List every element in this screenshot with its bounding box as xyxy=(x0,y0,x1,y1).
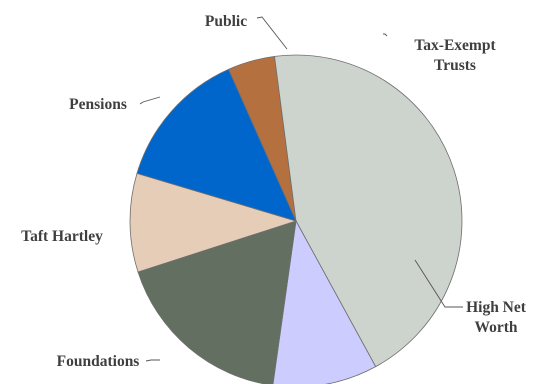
pie-slice-taft-hartley xyxy=(137,220,297,384)
pie-slice-high-net-worth xyxy=(274,54,463,368)
slice-label-high-net-worth: High Net Worth xyxy=(466,299,527,336)
leader-line-pensions xyxy=(139,96,161,105)
slice-label-public: Public xyxy=(205,13,247,30)
pie-slices xyxy=(129,54,463,384)
leader-line-foundations xyxy=(145,359,160,362)
slice-labels: Tax-Exempt Trusts High Net Worth Foundations… xyxy=(21,13,527,370)
leader-lines xyxy=(139,16,463,362)
leader-line-high-net-worth xyxy=(414,259,463,308)
pie-slice-public xyxy=(136,68,297,222)
slice-label-pensions: Pensions xyxy=(69,96,127,113)
slice-label-taft-hartley: Taft Hartley xyxy=(21,228,103,245)
slice-label-tax-exempt-trusts: Tax-Exempt Trusts xyxy=(414,37,496,74)
pie-slice-pensions xyxy=(129,172,298,273)
slice-label-foundations: Foundations xyxy=(57,353,140,370)
leader-line-tax-exempt-trusts xyxy=(383,33,388,37)
leader-line-public xyxy=(256,16,288,50)
pie-slice-foundations xyxy=(272,219,377,384)
